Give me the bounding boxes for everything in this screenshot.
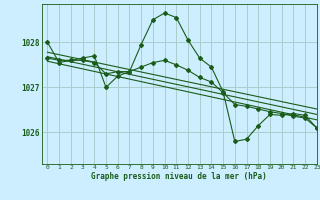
X-axis label: Graphe pression niveau de la mer (hPa): Graphe pression niveau de la mer (hPa) xyxy=(91,172,267,181)
